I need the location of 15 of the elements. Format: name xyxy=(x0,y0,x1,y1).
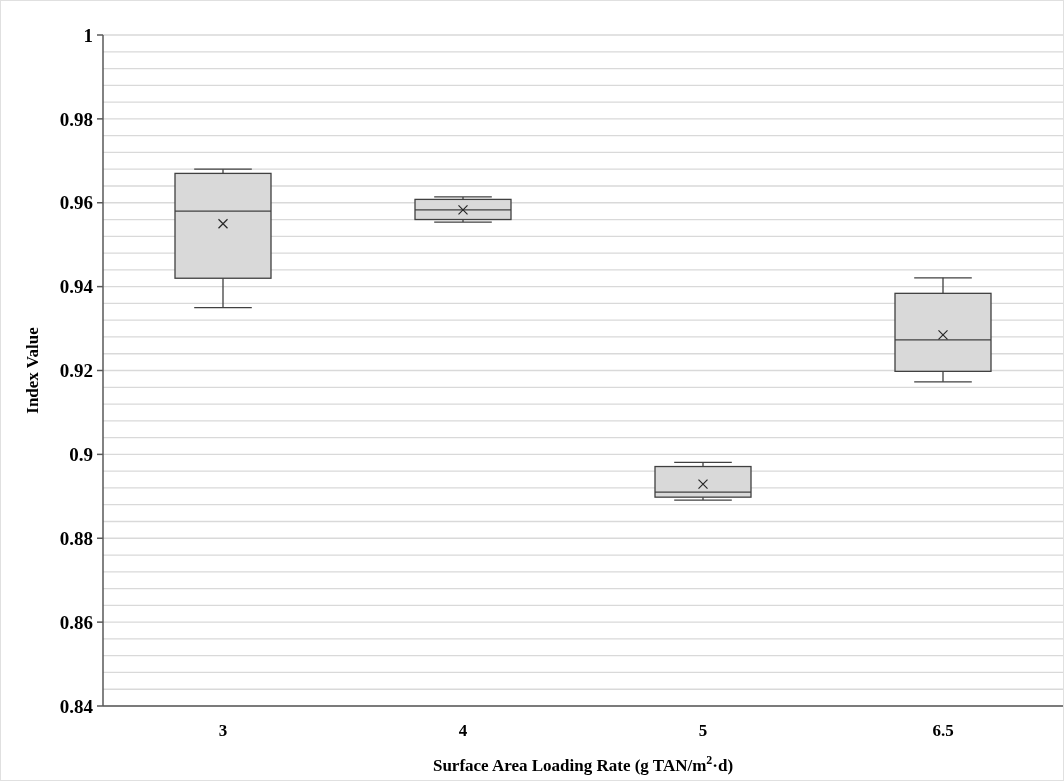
y-tick-label: 0.9 xyxy=(69,444,93,466)
y-tick-label: 0.86 xyxy=(59,611,93,633)
y-tick-label: 0.94 xyxy=(59,276,94,298)
x-axis-title: Surface Area Loading Rate (g TAN/m$^{2}$·d) xyxy=(432,753,734,775)
y-tick-label: 0.84 xyxy=(59,695,94,717)
x-tick-label: 3 xyxy=(218,721,228,740)
y-tick-label: 0.96 xyxy=(59,192,93,214)
y-tick-label: 0.92 xyxy=(59,360,93,382)
x-tick-label: 4 xyxy=(458,721,468,740)
y-tick-label: 0.88 xyxy=(59,527,93,549)
y-axis-title: Index Value xyxy=(23,326,42,414)
x-tick-label: 5 xyxy=(698,721,708,740)
x-tick-label: 6.5 xyxy=(932,721,954,740)
y-tick-label: 0.98 xyxy=(59,108,93,130)
y-tick-label: 1 xyxy=(83,24,93,46)
